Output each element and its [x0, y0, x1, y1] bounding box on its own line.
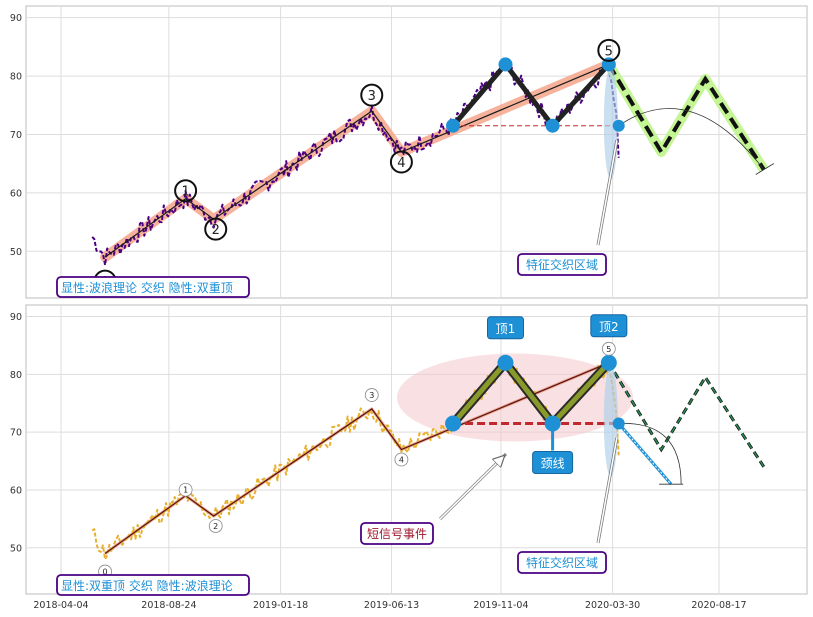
pattern-point — [612, 119, 625, 132]
x-tick-label: 2020-03-30 — [585, 600, 640, 611]
wave-label-circle — [389, 150, 413, 174]
caption-text: 显性:波浪理论 交织 隐性:双重顶 — [61, 280, 233, 295]
pattern-point — [445, 415, 462, 432]
x-tick-label: 2018-04-04 — [33, 600, 88, 611]
top1-label-box — [486, 316, 524, 340]
wave-label: 3 — [368, 89, 376, 104]
pattern-point — [600, 354, 617, 371]
wave-label-circle — [178, 482, 193, 497]
event-label: 短信号事件 — [367, 527, 427, 541]
pattern-point — [544, 415, 561, 432]
y-tick-label: 70 — [10, 130, 22, 141]
wave-label: 1 — [181, 185, 189, 200]
callout-arrow — [597, 437, 618, 544]
pattern-line — [451, 358, 611, 428]
pattern-point — [497, 354, 514, 371]
event-label-box — [360, 522, 434, 545]
y-tick-label: 80 — [10, 72, 22, 83]
caption-text: 显性:双重顶 交织 隐性:波浪理论 — [61, 578, 233, 593]
caption-box — [56, 276, 250, 298]
callout-label: 特征交织区域 — [526, 257, 598, 272]
event-arrow — [439, 456, 504, 520]
pattern-point — [545, 118, 560, 133]
pattern-point — [612, 417, 625, 430]
y-tick-label: 70 — [10, 428, 22, 439]
neck-label-box — [532, 450, 574, 474]
wave-label-circle — [204, 217, 228, 241]
wave-line — [104, 63, 610, 258]
wave-label: 2 — [213, 522, 218, 531]
wave-label: 0 — [103, 568, 108, 577]
x-tick-label: 2019-06-13 — [364, 600, 419, 611]
wave-label-circle — [208, 519, 223, 533]
projection-line — [607, 63, 766, 171]
x-tick-label: 2020-08-17 — [691, 600, 746, 611]
pattern-point — [498, 57, 513, 72]
y-tick-label: 80 — [10, 370, 22, 381]
wave-label: 4 — [399, 456, 404, 465]
price-line — [91, 58, 620, 266]
pattern-point — [446, 118, 461, 133]
plot-frame — [25, 304, 808, 595]
x-tick-label: 2019-01-18 — [253, 600, 308, 611]
wave-label-circle — [597, 38, 621, 62]
wave-label-circle — [394, 452, 409, 467]
x-tick-label: 2019-11-04 — [473, 600, 528, 611]
target-arc — [618, 423, 682, 485]
y-tick-label: 90 — [10, 312, 22, 323]
projection-arc-end — [755, 163, 775, 175]
callout-box — [517, 253, 607, 276]
x-axis: 2018-04-04 2018-08-24 2019-01-18 2019-06-13… — [33, 600, 746, 611]
y-tick-label: 50 — [10, 543, 22, 554]
pattern-line — [451, 60, 611, 130]
y-tick-label: 60 — [10, 188, 22, 199]
y-tick-label: 60 — [10, 485, 22, 496]
wave-label-circle — [174, 179, 198, 203]
top2-label: 顶2 — [599, 320, 619, 334]
wave-label: 4 — [397, 156, 405, 171]
top2-label-box — [590, 314, 628, 338]
wave-line — [104, 362, 610, 554]
top1-label: 顶1 — [496, 322, 516, 336]
y-tick-label: 90 — [10, 13, 22, 24]
wave-label-circle — [364, 388, 379, 402]
wave-label: 2 — [212, 223, 220, 238]
target-descent-dots — [618, 423, 672, 485]
projection-arc — [618, 108, 765, 170]
callout-arrow — [597, 140, 618, 246]
wave-label: 1 — [183, 486, 188, 495]
neck-label: 颈线 — [541, 456, 565, 470]
caption-box — [56, 574, 250, 596]
y-tick-label: 50 — [10, 247, 22, 258]
projection-line — [608, 362, 765, 468]
wave-label: 5 — [606, 345, 611, 354]
callout-label: 特征交织区域 — [526, 555, 598, 570]
x-tick-label: 2018-08-24 — [141, 600, 196, 611]
wave-label-circle — [601, 341, 616, 356]
callout-box — [517, 551, 607, 574]
wave-label: 5 — [605, 44, 613, 59]
wave-label: 3 — [369, 391, 374, 400]
wave-label-circle — [360, 83, 384, 107]
